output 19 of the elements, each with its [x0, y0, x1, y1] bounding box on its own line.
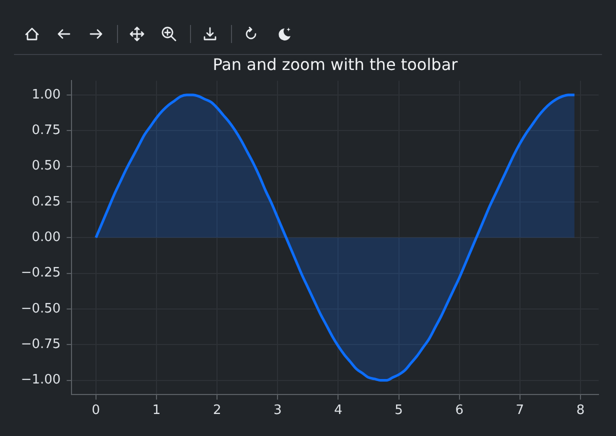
y-tick-label: 0.25	[32, 194, 61, 210]
y-tick-label: 0.75	[32, 123, 61, 138]
x-tick-label: 1	[152, 402, 161, 418]
y-tick-label: −0.50	[20, 301, 61, 316]
y-tick-label: 1.00	[32, 87, 61, 102]
x-tick-label: 5	[394, 402, 403, 418]
chart-title: Pan and zoom with the toolbar	[212, 55, 458, 74]
y-tick-label: −0.25	[20, 266, 61, 281]
y-tick-label: −1.00	[20, 372, 61, 388]
x-tick-label: 0	[92, 402, 100, 418]
y-tick-label: 0.50	[32, 158, 61, 174]
x-tick-label: 7	[516, 402, 524, 418]
x-tick-label: 2	[212, 402, 222, 418]
y-tick-label: −0.75	[20, 337, 61, 352]
y-tick-label: 0.00	[32, 230, 61, 246]
x-tick-label: 6	[455, 402, 464, 418]
x-tick-label: 8	[576, 402, 585, 418]
x-tick-label: 3	[274, 402, 282, 418]
x-tick-label: 4	[334, 402, 342, 418]
